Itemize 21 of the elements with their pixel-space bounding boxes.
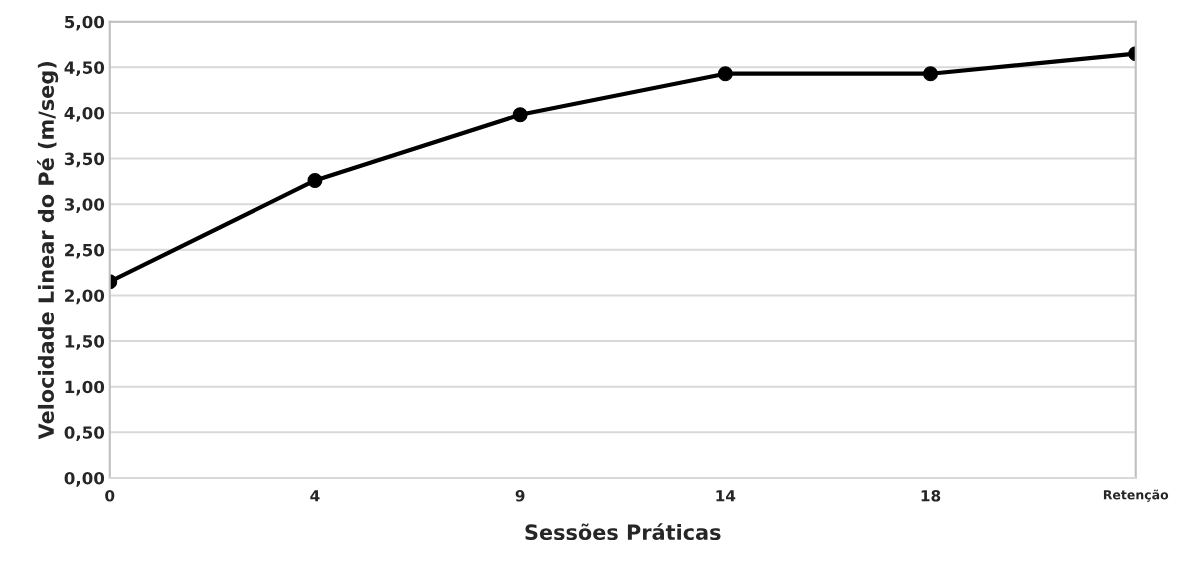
y-tick-label: 0,00: [64, 471, 105, 487]
y-tick-label: 5,00: [65, 15, 105, 31]
x-tick-label: 14: [716, 490, 736, 502]
y-tick-label: 2,50: [65, 243, 105, 259]
y-axis-title: Velocidade Linear do Pé (m/seg): [37, 62, 59, 440]
point: [717, 66, 733, 82]
y-tick-label: 2,00: [65, 289, 105, 305]
point: [512, 107, 528, 123]
y-tick-label: 3,50: [64, 152, 105, 168]
y-tick-label: 1,50: [65, 335, 105, 350]
y-tick-label: 1,00: [65, 380, 105, 396]
y-tick-label: 4,00: [64, 106, 105, 122]
x-tick-label: 9: [515, 490, 525, 502]
x-axis-title: Sessões Práticas: [525, 523, 721, 541]
x-tick-label: 18: [921, 490, 941, 502]
y-tick-label: 0,50: [64, 426, 105, 441]
y-tick-label: 3,00: [64, 198, 105, 213]
x-tick-label: 0: [105, 490, 115, 502]
x-tick-label: 4: [310, 490, 320, 502]
y-tick-label: 4,50: [64, 61, 105, 77]
x-tick-label: Retenção: [1103, 489, 1169, 502]
